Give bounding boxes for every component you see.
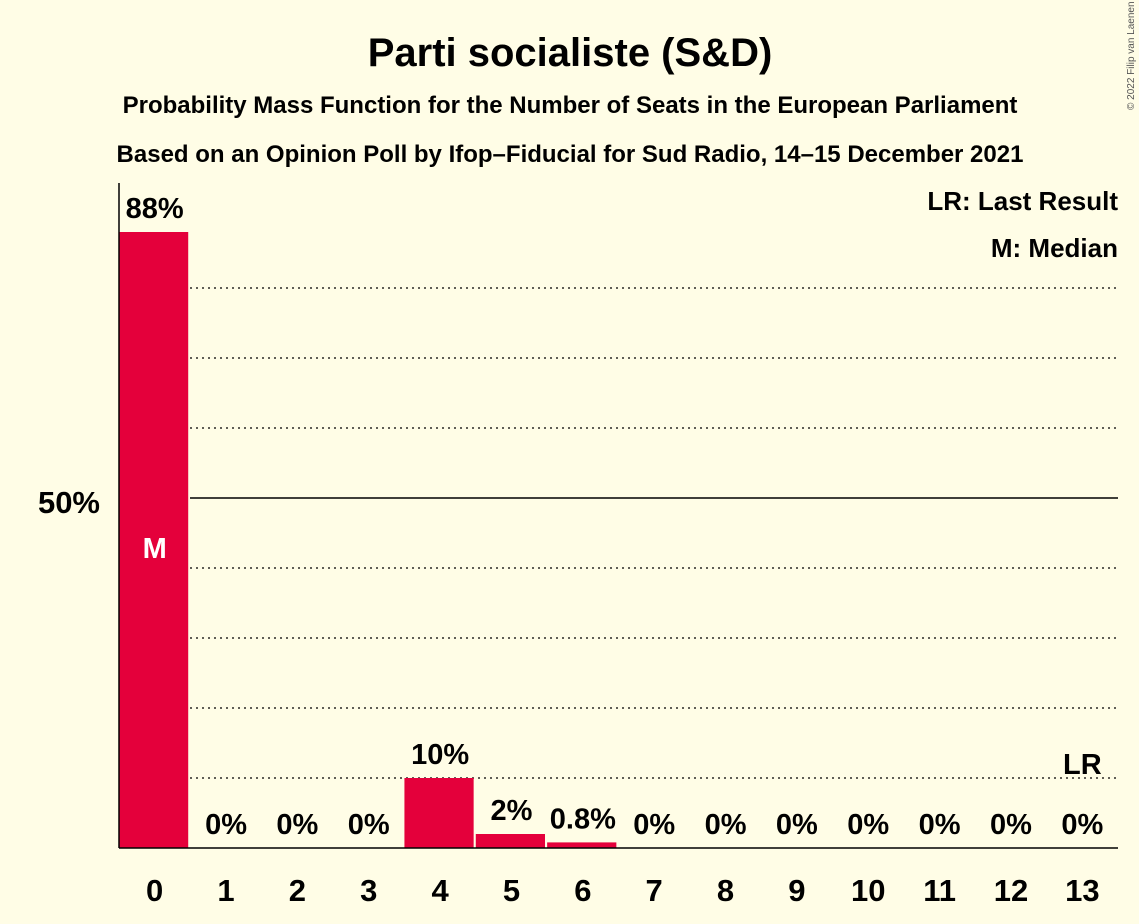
data-label-6: 0.8% <box>550 803 616 835</box>
x-tick-label-2: 2 <box>289 873 306 908</box>
x-tick-label-6: 6 <box>574 873 591 908</box>
chart-source: Based on an Opinion Poll by Ifop–Fiducia… <box>117 141 1024 168</box>
legend-last-result: LR: Last Result <box>927 186 1118 216</box>
x-tick-labels: 0 1 2 3 4 5 6 7 8 9 10 11 12 13 <box>146 873 1100 908</box>
data-labels: 88% 0% 0% 0% 10% 2% 0.8% 0% 0% 0% 0% 0% 0% 0% M LR <box>126 193 1104 841</box>
data-label-0: 88% <box>126 193 184 225</box>
x-tick-label-10: 10 <box>851 873 885 908</box>
data-label-7: 0% <box>633 809 675 841</box>
median-marker: M <box>143 533 167 565</box>
data-label-1: 0% <box>205 809 247 841</box>
bar-6 <box>547 842 617 848</box>
data-label-12: 0% <box>990 809 1032 841</box>
data-label-9: 0% <box>776 809 818 841</box>
bars <box>119 232 617 848</box>
x-tick-label-7: 7 <box>646 873 663 908</box>
x-tick-label-8: 8 <box>717 873 734 908</box>
data-label-13: 0% <box>1061 809 1103 841</box>
legend-median: M: Median <box>991 233 1118 263</box>
bar-0 <box>119 232 189 848</box>
data-label-3: 0% <box>348 809 390 841</box>
x-tick-label-13: 13 <box>1065 873 1099 908</box>
x-tick-label-12: 12 <box>994 873 1028 908</box>
x-tick-label-5: 5 <box>503 873 520 908</box>
x-tick-label-0: 0 <box>146 873 163 908</box>
last-result-marker: LR <box>1063 749 1102 781</box>
copyright-note: © 2022 Filip van Laenen <box>1126 1 1137 110</box>
data-label-8: 0% <box>705 809 747 841</box>
y-tick-label-50: 50% <box>38 485 100 520</box>
bar-4 <box>404 778 474 848</box>
data-label-4: 10% <box>411 739 469 771</box>
x-tick-label-9: 9 <box>788 873 805 908</box>
data-label-5: 2% <box>491 795 533 827</box>
x-tick-label-4: 4 <box>431 873 449 908</box>
data-label-11: 0% <box>919 809 961 841</box>
x-tick-label-1: 1 <box>217 873 234 908</box>
gridlines <box>190 287 1118 779</box>
chart-title: Parti socialiste (S&D) <box>368 31 773 75</box>
bar-5 <box>475 834 546 848</box>
x-tick-label-3: 3 <box>360 873 377 908</box>
data-label-2: 0% <box>276 809 318 841</box>
data-label-10: 0% <box>847 809 889 841</box>
chart-subtitle: Probability Mass Function for the Number… <box>123 92 1018 119</box>
x-tick-label-11: 11 <box>923 873 956 908</box>
